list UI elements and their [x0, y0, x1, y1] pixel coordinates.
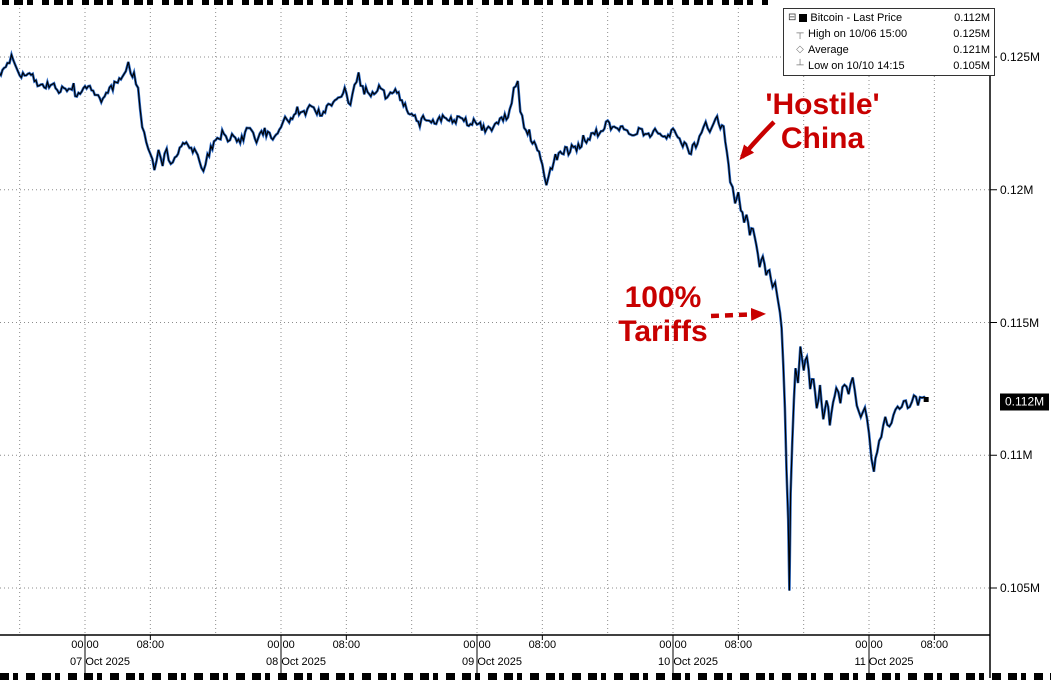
- high-marker-icon: ┬: [796, 28, 804, 39]
- annotation-line: China: [780, 122, 865, 155]
- legend-row-average[interactable]: ◇ Average 0.121M: [788, 42, 990, 58]
- price-line: [0, 52, 927, 591]
- cropped-text-bottom: [0, 673, 1051, 680]
- low-marker-icon: ┴: [796, 60, 804, 71]
- annotation-line: 100%: [624, 281, 702, 314]
- chart-legend: ⊟ Bitcoin - Last Price 0.112M ┬ High on …: [783, 8, 995, 76]
- annotation-line: 'Hostile': [765, 88, 880, 121]
- y-axis-label: 0.11M: [1000, 448, 1033, 463]
- x-axis-time-label: 00:00: [267, 639, 295, 651]
- x-axis-time-label: 00:00: [855, 639, 883, 651]
- legend-label: Low on 10/10 14:15: [808, 60, 905, 72]
- legend-value: 0.121M: [953, 44, 990, 56]
- x-axis-time-label: 08:00: [136, 639, 165, 651]
- legend-value: 0.125M: [953, 28, 990, 40]
- legend-row-high[interactable]: ┬ High on 10/06 15:00 0.125M: [788, 26, 990, 42]
- annotation-line: Tariffs: [618, 315, 708, 348]
- x-axis-time-label: 00:00: [463, 639, 491, 651]
- x-axis-date-label: 11 Oct 2025: [854, 656, 914, 668]
- legend-row-last-price[interactable]: ⊟ Bitcoin - Last Price 0.112M: [788, 10, 990, 26]
- x-axis-time-label: 08:00: [528, 639, 557, 651]
- last-price-badge: 0.112M: [1000, 393, 1050, 411]
- legend-row-low[interactable]: ┴ Low on 10/10 14:15 0.105M: [788, 58, 990, 74]
- y-axis-label: 0.115M: [1000, 315, 1040, 330]
- x-axis-date-label: 09 Oct 2025: [462, 656, 522, 668]
- average-marker-icon: ◇: [796, 44, 804, 55]
- x-axis-date-label: 10 Oct 2025: [658, 656, 718, 668]
- legend-value: 0.105M: [953, 60, 990, 72]
- y-axis-label: 0.12M: [1000, 182, 1034, 197]
- x-axis-time-label: 08:00: [724, 639, 753, 651]
- legend-label: Average: [808, 44, 849, 56]
- cropped-text-top: [2, 0, 768, 5]
- y-axis-label: 0.125M: [1000, 50, 1041, 64]
- legend-label: High on 10/06 15:00: [808, 28, 908, 40]
- annotation-100-tariffs: 100% Tariffs: [598, 281, 728, 349]
- last-price-marker: [923, 396, 929, 402]
- x-axis-date-label: 08 Oct 2025: [266, 656, 326, 668]
- series-swatch-icon: [799, 14, 808, 22]
- x-axis-date-label: 07 Oct 2025: [70, 656, 130, 668]
- x-axis-time-label: 00:00: [71, 639, 99, 651]
- y-axis-label: 0.105M: [1000, 581, 1041, 595]
- legend-label: Bitcoin - Last Price: [810, 12, 903, 24]
- x-axis-time-label: 00:00: [659, 639, 687, 651]
- legend-value: 0.112M: [954, 12, 990, 24]
- x-axis-time-label: 08:00: [332, 639, 361, 651]
- tree-collapse-icon[interactable]: ⊟: [788, 12, 797, 23]
- annotation-hostile-china: 'Hostile' China: [750, 88, 895, 156]
- x-axis-time-label: 08:00: [920, 639, 949, 651]
